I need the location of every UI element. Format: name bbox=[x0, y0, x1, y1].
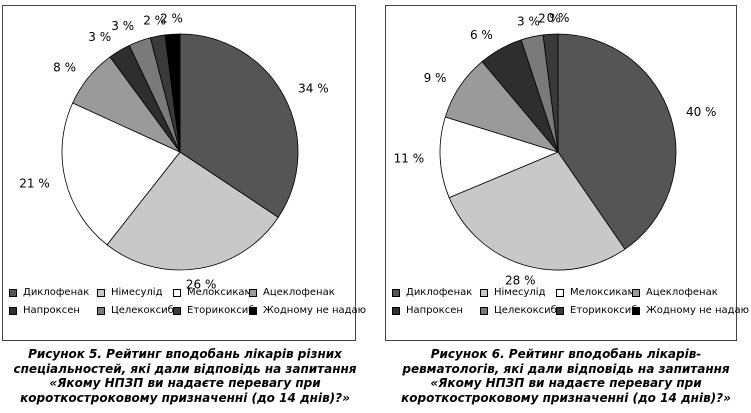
pie-slice bbox=[61, 102, 181, 246]
slice-label: 40 % bbox=[686, 105, 717, 119]
legend-swatch bbox=[556, 307, 564, 315]
pie-slice bbox=[164, 33, 181, 153]
legend-item: Мелоксикам bbox=[173, 287, 252, 299]
slice-label: 26 % bbox=[186, 277, 217, 291]
legend-item: Напроксен bbox=[392, 305, 463, 317]
slice-label: 8 % bbox=[53, 61, 76, 75]
slice-label: 2 % bbox=[538, 11, 561, 25]
legend-label: Напроксен bbox=[23, 305, 80, 316]
legend-swatch bbox=[9, 289, 17, 297]
slice-label: 3 % bbox=[88, 30, 111, 44]
legend-label: Целекоксиб bbox=[111, 305, 174, 316]
legend-item: Еторикоксиб bbox=[556, 305, 637, 317]
legend-label: Еторикоксиб bbox=[187, 305, 255, 316]
legend-label: Диклофенак bbox=[23, 287, 90, 298]
slice-label: 21 % bbox=[19, 177, 50, 191]
legend-label: Німесулід bbox=[111, 287, 163, 298]
slice-label: 9 % bbox=[424, 71, 447, 85]
legend-item: Целекоксиб bbox=[97, 305, 174, 317]
chart-frame: 40 % 28 % 11 % 9 % 6 % 3 % 2 % 0 % Диклофенак Ні… bbox=[385, 5, 749, 341]
legend-item: Ацеклофенак bbox=[249, 287, 335, 299]
legend-item: Напроксен bbox=[9, 305, 80, 317]
legend-swatch bbox=[556, 289, 564, 297]
figure-6-panel: 40 % 28 % 11 % 9 % 6 % 3 % 2 % 0 % Диклофенак Ні… bbox=[381, 0, 751, 413]
caption-line: «Якому НПЗП ви надаєте перевагу при bbox=[49, 376, 321, 390]
chart-legend: Диклофенак Німесулід Мелоксикам Ацеклофенак… bbox=[392, 281, 749, 339]
legend-label: Жодному не надаю bbox=[263, 305, 367, 316]
legend-item: Німесулід bbox=[97, 287, 163, 299]
caption-line: короткостроковому призначенні (до 14 дні… bbox=[401, 390, 731, 405]
pie-slice bbox=[439, 116, 560, 199]
legend-label: Ацеклофенак bbox=[263, 287, 335, 298]
caption-line: спеціальностей, які дали відповідь на за… bbox=[13, 361, 357, 376]
legend-swatch bbox=[249, 307, 257, 315]
legend-label: Ацеклофенак bbox=[646, 287, 718, 298]
legend-label: Мелоксикам bbox=[570, 287, 636, 298]
legend-item: Жодному не надаю bbox=[632, 305, 749, 317]
legend-item: Жодному не надаю bbox=[249, 305, 366, 317]
caption-line: Рисунок 5. Рейтинг вподобань лікарів різ… bbox=[28, 347, 342, 361]
legend-label: Диклофенак bbox=[406, 287, 473, 298]
pie-slice bbox=[106, 151, 279, 271]
legend-item: Диклофенак bbox=[9, 287, 89, 299]
slice-label: 34 % bbox=[298, 82, 329, 96]
caption-line: Рисунок 6. Рейтинг вподобань лікарів- bbox=[430, 347, 702, 361]
figure-caption: Рисунок 5. Рейтинг вподобань лікарів різ… bbox=[0, 347, 370, 405]
legend-swatch bbox=[9, 307, 17, 315]
chart-frame: 34 % 26 % 21 % 8 % 3 % 3 % 2 % 2 % Диклофенак Ні… bbox=[2, 5, 366, 341]
legend-swatch bbox=[480, 289, 488, 297]
pie-slice bbox=[557, 33, 677, 250]
legend-label: Жодному не надаю bbox=[646, 305, 750, 316]
caption-line: ревматологів, які дали відповідь на запи… bbox=[402, 361, 730, 376]
caption-line: «Якому НПЗП ви надаєте перевагу при bbox=[430, 376, 702, 390]
legend-item: Німесулід bbox=[480, 287, 546, 299]
slice-label: 0 % bbox=[547, 11, 570, 25]
legend-label: Німесулід bbox=[494, 287, 546, 298]
legend-label: Напроксен bbox=[406, 305, 463, 316]
legend-item: Диклофенак bbox=[392, 287, 472, 299]
legend-swatch bbox=[97, 289, 105, 297]
legend-swatch bbox=[392, 307, 400, 315]
pie-slice bbox=[448, 151, 626, 271]
slice-label: 28 % bbox=[505, 274, 535, 288]
legend-label: Мелоксикам bbox=[187, 287, 253, 298]
slice-label: 3 % bbox=[111, 19, 134, 33]
legend-item: Еторикоксиб bbox=[173, 305, 254, 317]
figure-caption: Рисунок 6. Рейтинг вподобань лікарів- ре… bbox=[381, 347, 751, 405]
pie-slice bbox=[542, 33, 559, 153]
legend-swatch bbox=[173, 289, 181, 297]
legend-swatch bbox=[97, 307, 105, 315]
legend-label: Целекоксиб bbox=[494, 305, 557, 316]
caption-line: короткостроковому призначенні (до 14 дні… bbox=[20, 390, 350, 405]
legend-item: Целекоксиб bbox=[480, 305, 557, 317]
slice-label: 2 % bbox=[160, 11, 183, 25]
legend-swatch bbox=[632, 307, 640, 315]
pie-chart-figure-5: 34 % 26 % 21 % 8 % 3 %3 % 2 %2 % bbox=[19, 11, 329, 291]
legend-swatch bbox=[480, 307, 488, 315]
slice-label: 6 % bbox=[470, 28, 493, 42]
slice-label: 2 % bbox=[143, 13, 166, 27]
slice-label: 3 % bbox=[517, 14, 540, 28]
legend-swatch bbox=[392, 289, 400, 297]
legend-swatch bbox=[173, 307, 181, 315]
figure-5-panel: 34 % 26 % 21 % 8 % 3 % 3 % 2 % 2 % Диклофенак Ні… bbox=[0, 0, 370, 413]
pie-chart-figure-6: 40 % 28 % 11 % 9 % 6 % 3 %2 %0 % bbox=[394, 11, 717, 288]
legend-swatch bbox=[249, 289, 257, 297]
chart-legend: Диклофенак Німесулід Мелоксикам Ацеклофенак… bbox=[9, 281, 366, 339]
legend-swatch bbox=[632, 289, 640, 297]
legend-item: Мелоксикам bbox=[556, 287, 635, 299]
slice-label: 11 % bbox=[394, 151, 425, 165]
legend-label: Еторикоксиб bbox=[570, 305, 638, 316]
legend-item: Ацеклофенак bbox=[632, 287, 718, 299]
